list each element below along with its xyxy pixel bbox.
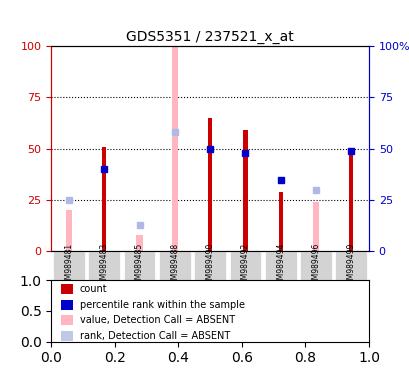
Text: GSM989485: GSM989485: [135, 243, 144, 289]
Text: GSM989483: GSM989483: [99, 243, 108, 289]
Text: value, Detection Call = ABSENT: value, Detection Call = ABSENT: [80, 315, 234, 325]
FancyBboxPatch shape: [124, 252, 155, 280]
Bar: [171, 46, 178, 252]
Text: count: count: [80, 285, 107, 295]
Text: GSM989499: GSM989499: [346, 243, 355, 289]
Bar: [61, 315, 73, 325]
Text: GSM989481: GSM989481: [64, 243, 73, 289]
Bar: [61, 331, 73, 341]
Text: GSM989488: GSM989488: [170, 243, 179, 289]
Bar: [102, 147, 106, 252]
FancyBboxPatch shape: [194, 252, 225, 280]
Bar: [136, 235, 142, 252]
Text: GSM989490: GSM989490: [205, 243, 214, 289]
FancyBboxPatch shape: [159, 252, 190, 280]
Text: GSM989492: GSM989492: [240, 243, 249, 289]
Text: GSM989496: GSM989496: [311, 243, 320, 289]
Bar: [348, 153, 353, 252]
Text: percentile rank within the sample: percentile rank within the sample: [80, 300, 244, 310]
Bar: [61, 285, 73, 294]
Bar: [312, 202, 319, 252]
FancyBboxPatch shape: [53, 252, 85, 280]
FancyBboxPatch shape: [229, 252, 261, 280]
Text: GSM989494: GSM989494: [276, 243, 285, 289]
Title: GDS5351 / 237521_x_at: GDS5351 / 237521_x_at: [126, 30, 293, 44]
Bar: [61, 300, 73, 310]
FancyBboxPatch shape: [264, 252, 296, 280]
Bar: [278, 192, 282, 252]
Bar: [207, 118, 212, 252]
FancyBboxPatch shape: [88, 252, 120, 280]
FancyBboxPatch shape: [335, 252, 366, 280]
Bar: [65, 210, 72, 252]
Bar: [243, 130, 247, 252]
FancyBboxPatch shape: [299, 252, 331, 280]
Text: rank, Detection Call = ABSENT: rank, Detection Call = ABSENT: [80, 331, 229, 341]
